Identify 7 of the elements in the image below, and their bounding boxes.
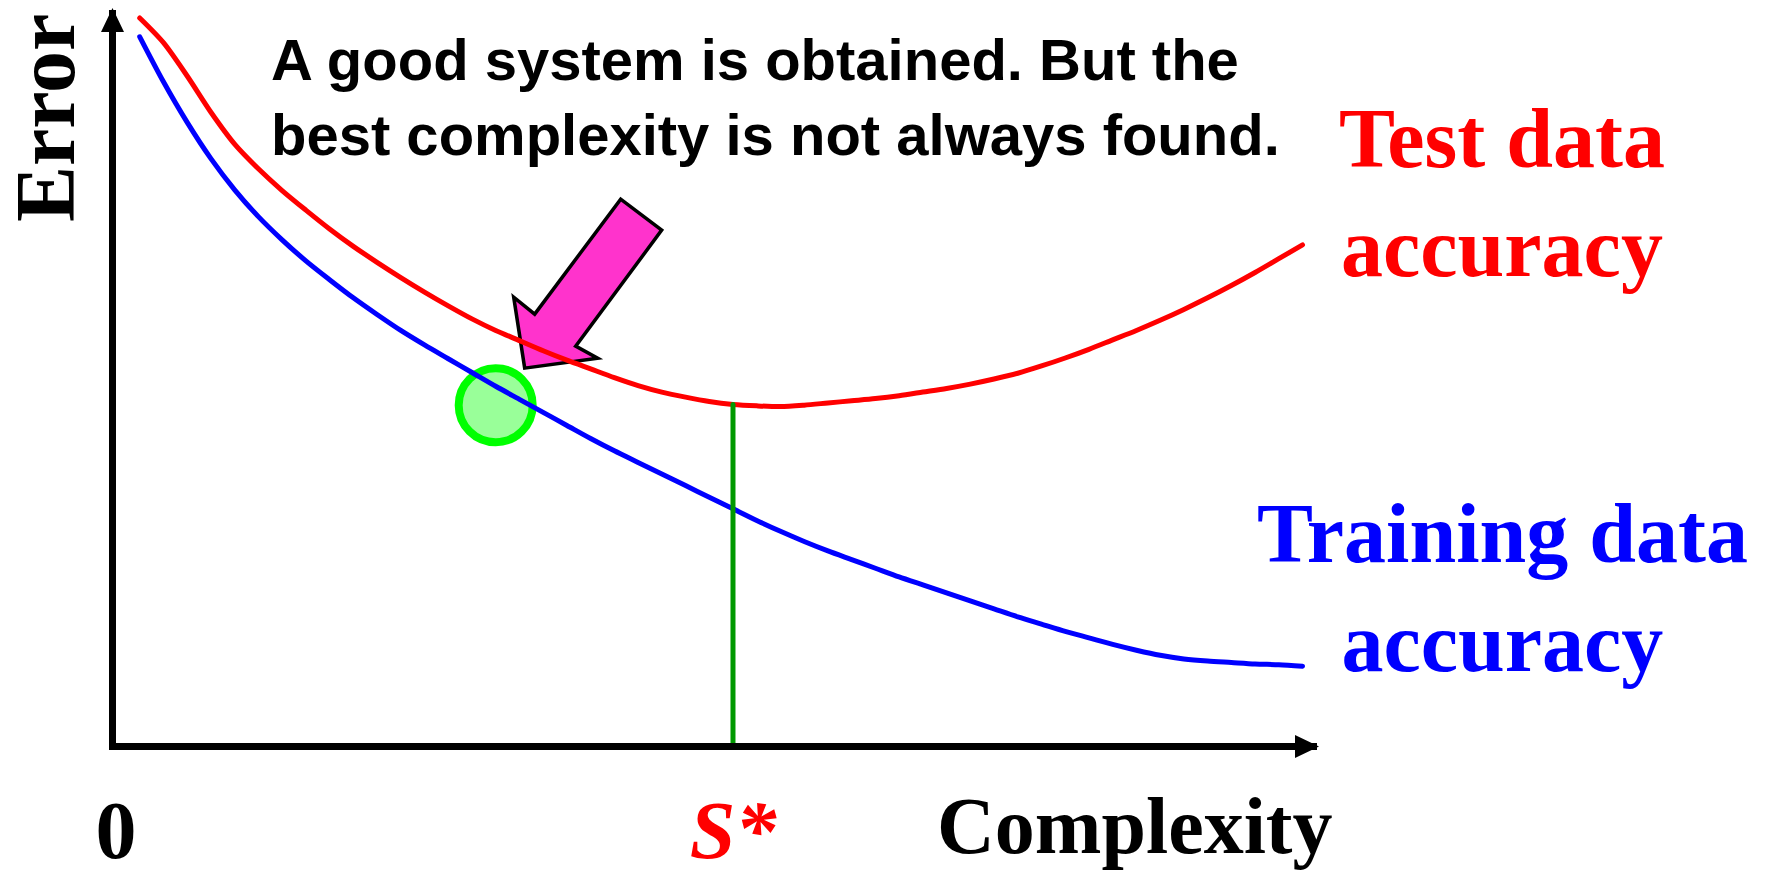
x-tick-label: 0	[95, 785, 137, 872]
x-tick-label: S*	[689, 785, 778, 872]
y-axis-title: Error	[0, 13, 92, 222]
series-label: Test data accuracy	[1339, 92, 1665, 295]
x-axis-title: Complexity	[937, 782, 1333, 870]
annotation: A good system is obtained. But the best complexity is not always found.	[271, 27, 1280, 168]
series-label: Training data accuracy	[1257, 487, 1748, 690]
